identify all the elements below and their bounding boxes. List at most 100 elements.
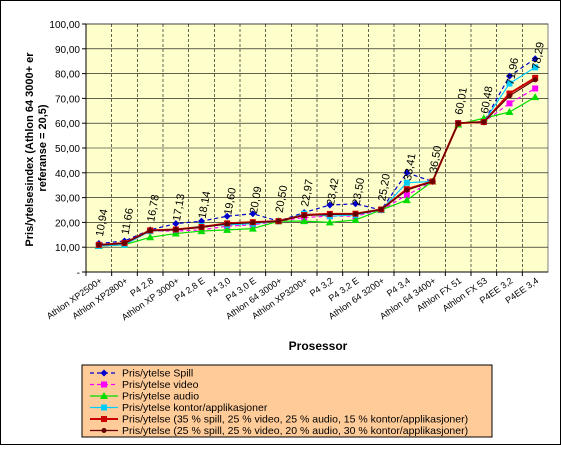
y-axis-label-line-2: referanse = 20,5) (37, 104, 49, 191)
data-point (223, 225, 232, 233)
legend-swatch-marker (100, 369, 108, 377)
data-label: 20,50 (274, 184, 291, 213)
legend-entry-3: Pris/ytelse audio (90, 391, 199, 403)
legend-label: Pris/ytelse kontor/applikasjoner (122, 402, 268, 414)
data-point (276, 218, 281, 224)
data-label: 25,20 (376, 173, 393, 202)
data-point (301, 212, 307, 218)
data-point (248, 224, 257, 232)
legend-entry-1: Pris/ytelse Spill (90, 368, 193, 380)
legend-label: Pris/ytelse (25 % spill, 25 % video, 20 … (122, 425, 468, 437)
data-point (378, 207, 384, 213)
data-label: 16,78 (145, 194, 162, 223)
y-tick-label: 70,00 (55, 94, 80, 105)
legend-label: Pris/ytelse audio (122, 391, 199, 403)
data-point (171, 229, 180, 237)
data-point (198, 217, 205, 225)
data-point (506, 80, 513, 87)
y-tick-label: 30,00 (55, 194, 80, 205)
legend-label: Pris/ytelse Spill (122, 368, 193, 380)
data-point (327, 211, 333, 217)
data-point (351, 215, 360, 223)
data-point (403, 179, 410, 186)
legend-label: Pris/ytelse video (122, 379, 199, 391)
data-point (532, 85, 539, 92)
data-point (506, 72, 513, 80)
data-label: 33,41 (402, 152, 419, 181)
data-label: 22,97 (299, 178, 316, 207)
data-label: 18,14 (197, 190, 214, 219)
legend-label: Pris/ytelse (35 % spill, 25 % video, 25 … (122, 414, 468, 426)
data-point (352, 200, 359, 208)
data-point (249, 210, 257, 218)
y-axis-label: Pris/ytelsesindex (Athlon 64 3000+ er re… (24, 49, 49, 246)
data-point (404, 187, 410, 193)
data-point (199, 224, 204, 230)
data-point (96, 242, 102, 248)
data-point (146, 233, 155, 241)
series-line (98, 79, 536, 246)
data-labels: 10,94 11,66 16,78 17,13 18,14 19,60 20,09 20,50… (94, 41, 547, 237)
data-label: 10,94 (94, 208, 111, 237)
data-point (147, 228, 153, 234)
data-label: 71,96 (505, 57, 522, 86)
data-point (455, 120, 461, 126)
data-point (250, 220, 256, 226)
data-point (481, 119, 487, 125)
y-tick-label: 80,00 (55, 70, 80, 81)
legend-swatch-marker (101, 404, 107, 411)
data-point (505, 108, 514, 116)
data-point (172, 220, 180, 228)
data-point (402, 196, 411, 204)
y-tick-label: 20,00 (55, 218, 80, 229)
data-label: 11,66 (120, 207, 136, 235)
data-point (300, 217, 309, 225)
legend-swatch-marker (101, 416, 107, 422)
data-label: 20,09 (248, 186, 265, 215)
data-label: 78,29 (530, 41, 547, 70)
data-point (224, 221, 230, 227)
data-point (506, 100, 513, 107)
y-tick-label: 90,00 (55, 45, 80, 56)
data-label: 23,42 (325, 177, 342, 206)
y-tick-label: 100,00 (49, 20, 80, 31)
data-point (430, 178, 435, 184)
data-point (507, 93, 512, 99)
legend-entry-5: Pris/ytelse (35 % spill, 25 % video, 25 … (90, 414, 468, 426)
legend-swatch-marker (100, 392, 108, 399)
y-tick-label: - (77, 268, 80, 279)
x-axis-label: Prosessor (289, 339, 348, 353)
series-6 (96, 77, 538, 248)
y-tick-label: 50,00 (55, 144, 80, 155)
data-label: 17,13 (171, 193, 188, 222)
data-point (531, 55, 539, 63)
data-point (122, 240, 127, 246)
data-label: 19,60 (222, 187, 239, 216)
data-label: 60,01 (453, 86, 470, 115)
data-point (403, 169, 411, 177)
y-axis-ticks: - 10,00 20,00 30,00 40,00 50,00 60,00 70,00 80,0… (49, 20, 86, 279)
legend-entry-6: Pris/ytelse (25 % spill, 25 % video, 20 … (90, 425, 468, 437)
legend-swatch-marker (101, 381, 107, 388)
data-point (532, 77, 538, 83)
data-label: 60,48 (479, 85, 496, 114)
data-point (223, 212, 231, 220)
legend-swatch-marker (101, 428, 107, 433)
data-point (403, 192, 410, 199)
data-point (531, 93, 540, 101)
legend-entry-4: Pris/ytelse kontor/applikasjoner (90, 402, 268, 414)
data-point (353, 211, 358, 217)
y-axis-label-line-1: Pris/ytelsesindex (Athlon 64 3000+ er (24, 52, 36, 247)
series-lines (94, 55, 540, 249)
y-tick-label: 10,00 (55, 243, 80, 254)
legend-box (81, 364, 493, 438)
data-label: 36,50 (428, 145, 445, 174)
y-tick-label: 40,00 (55, 169, 80, 180)
data-point (532, 64, 539, 71)
data-point (326, 201, 334, 209)
data-point (173, 227, 179, 233)
data-label: 23,50 (351, 177, 368, 206)
